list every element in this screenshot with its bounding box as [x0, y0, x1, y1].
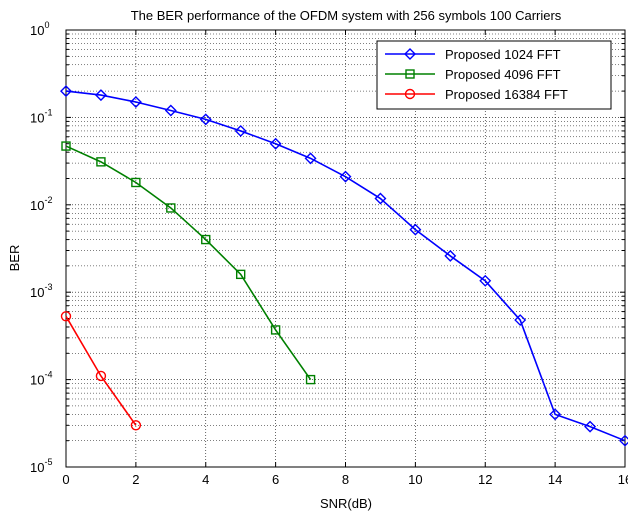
data-point [269, 137, 282, 150]
data-point [129, 96, 142, 108]
data-point [234, 124, 247, 137]
x-tick-label: 12 [478, 472, 492, 487]
x-tick-label: 4 [202, 472, 209, 487]
data-point [444, 249, 457, 262]
data-point [305, 374, 316, 385]
data-point [94, 89, 107, 102]
data-point [235, 269, 246, 280]
data-point [549, 408, 562, 421]
axis-ticks: 0 2 4 6 8 10 12 14 16 100 10-1 10-2 10-3 10-4 10-5 [30, 20, 628, 487]
data-point [60, 85, 72, 98]
legend-label: Proposed 16384 FFT [445, 87, 568, 102]
series-1 [60, 85, 628, 447]
series-line [65, 315, 137, 426]
legend-marker [404, 48, 416, 60]
data-point [374, 192, 387, 205]
x-tick-label: 14 [548, 472, 562, 487]
x-tick-label: 2 [132, 472, 139, 487]
y-tick-label: 10-1 [30, 107, 52, 125]
legend-label: Proposed 1024 FFT [445, 47, 561, 62]
series-layer [60, 85, 628, 447]
data-point [270, 325, 281, 335]
y-axis-label: BER [7, 245, 22, 272]
data-point [619, 434, 628, 447]
data-point [199, 113, 212, 126]
data-point [130, 420, 142, 431]
legend-marker [405, 69, 415, 79]
data-point [479, 274, 492, 287]
data-point [95, 370, 107, 382]
series-line [65, 90, 626, 442]
data-point [164, 104, 177, 117]
data-point [61, 141, 71, 151]
x-tick-label: 16 [618, 472, 628, 487]
y-tick-label: 10-5 [30, 457, 52, 475]
y-tick-label: 10-2 [30, 195, 52, 213]
x-tick-label: 0 [62, 472, 69, 487]
series-2 [61, 141, 316, 385]
legend-item: Proposed 4096 FFT [385, 67, 561, 82]
y-tick-label: 10-3 [30, 282, 52, 300]
data-point [339, 170, 352, 183]
x-tick-label: 10 [408, 472, 422, 487]
legend-label: Proposed 4096 FFT [445, 67, 561, 82]
legend-marker [404, 88, 416, 100]
series-3 [60, 311, 142, 431]
legend: Proposed 1024 FFT Proposed 4096 FFT Propos… [376, 40, 612, 110]
legend-item: Proposed 16384 FFT [385, 87, 568, 102]
legend-box [376, 40, 612, 110]
data-point [304, 152, 317, 165]
data-point [514, 314, 527, 327]
data-point [166, 203, 176, 213]
data-point [96, 157, 106, 167]
chart-title: The BER performance of the OFDM system w… [131, 8, 562, 23]
series-line [65, 145, 312, 381]
x-axis-label: SNR(dB) [320, 496, 372, 511]
data-point [60, 311, 72, 322]
y-tick-label: 10-4 [30, 370, 52, 388]
data-point [131, 177, 141, 188]
y-tick-label: 100 [30, 20, 49, 38]
x-tick-label: 8 [342, 472, 349, 487]
data-point [584, 420, 597, 433]
data-point [201, 234, 211, 245]
legend-item: Proposed 1024 FFT [385, 47, 561, 62]
data-point [409, 223, 422, 236]
x-tick-label: 6 [272, 472, 279, 487]
